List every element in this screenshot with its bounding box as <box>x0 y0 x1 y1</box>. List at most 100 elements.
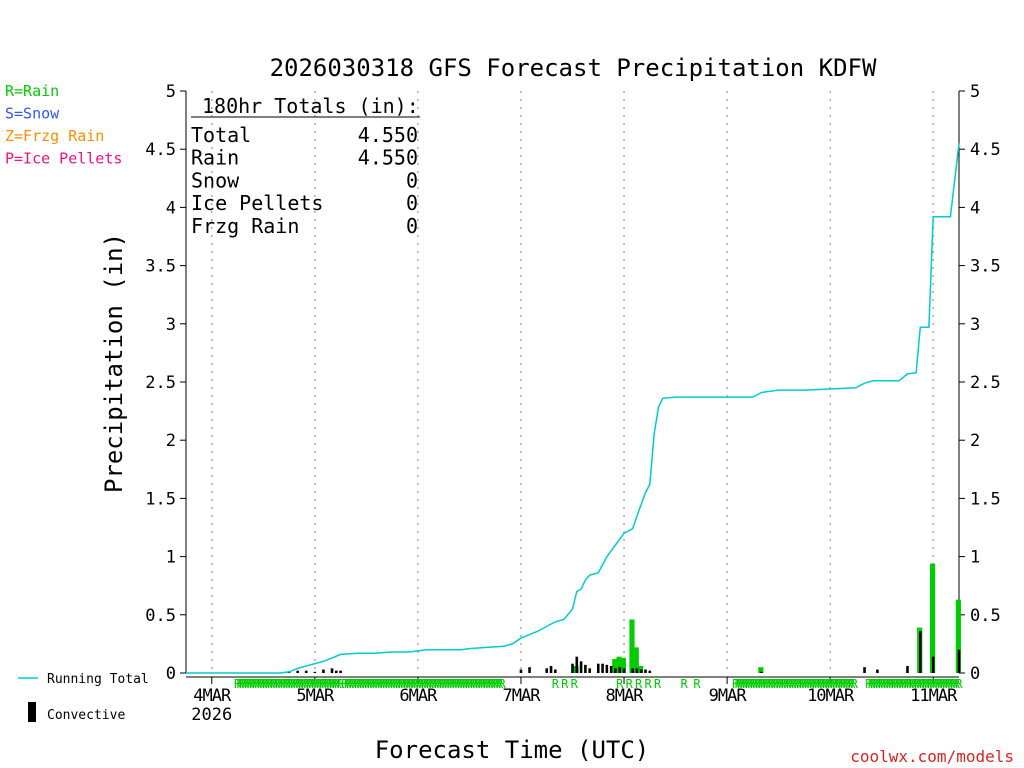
precip-type-mark: R <box>927 677 935 691</box>
precip-type-mark: R <box>280 677 288 691</box>
convective-bar <box>313 671 317 673</box>
precip-type-mark: R <box>255 677 263 691</box>
precip-type-legend: R=Rain S=Snow Z=Frzg Rain P=Ice Pellets <box>5 82 122 168</box>
precip-bars <box>287 563 961 673</box>
precip-type-mark: R <box>878 677 886 691</box>
totals-header: 180hr Totals (in): <box>202 94 419 118</box>
precip-type-mark: R <box>906 677 914 691</box>
precip-type-mark: R <box>278 677 286 691</box>
precip-type-mark: R <box>930 677 938 691</box>
convective-bar <box>639 669 643 673</box>
precip-type-mark: R <box>552 677 560 691</box>
precip-type-mark: R <box>644 677 652 691</box>
precip-type-mark: R <box>346 677 354 691</box>
precip-type-mark: R <box>447 677 455 691</box>
precip-type-mark: R <box>940 677 948 691</box>
legend-entry: Z=Frzg Rain <box>5 127 104 145</box>
convective-bar <box>906 666 909 673</box>
x-tick-label: 9MAR <box>709 686 748 706</box>
convective-bar <box>596 663 600 673</box>
precip-type-mark: R <box>249 677 257 691</box>
precip-type-mark: R <box>242 677 250 691</box>
precip-type-mark: R <box>942 677 950 691</box>
precip-type-mark: R <box>364 677 372 691</box>
precip-type-mark: R <box>865 677 873 691</box>
precip-type-mark: R <box>314 677 322 691</box>
rain-bar <box>612 659 618 673</box>
running-total-path <box>186 143 960 674</box>
precip-type-mark: R <box>789 677 797 691</box>
precip-type-mark: R <box>390 677 398 691</box>
precip-type-mark: R <box>298 677 306 691</box>
convective-bar <box>575 656 579 673</box>
precip-type-mark: R <box>919 677 927 691</box>
precip-type-mark: R <box>786 677 794 691</box>
precip-type-mark: R <box>498 677 506 691</box>
x-axis-label: Forecast Time (UTC) <box>375 736 650 764</box>
precip-type-mark: R <box>406 677 414 691</box>
precip-type-mark: R <box>413 677 421 691</box>
precip-type-mark: R <box>398 677 406 691</box>
precip-type-mark: R <box>288 677 296 691</box>
precip-type-mark: R <box>332 677 340 691</box>
convective-bar <box>631 668 634 673</box>
legend-entry: R=Rain <box>5 82 59 100</box>
precip-type-mark: R <box>626 677 634 691</box>
legend-entry: Running Total <box>47 672 149 687</box>
precip-type-mark: R <box>840 677 848 691</box>
precip-type-mark: R <box>357 677 365 691</box>
convective-bar <box>957 649 961 673</box>
rain-bar <box>616 656 622 673</box>
precip-type-mark: R <box>899 677 907 691</box>
precip-type-mark: R <box>480 677 488 691</box>
precip-type-mark: R <box>388 677 396 691</box>
precip-type-mark: R <box>267 677 275 691</box>
precip-type-mark: R <box>316 677 324 691</box>
precip-type-mark: R <box>260 677 268 691</box>
precip-type-mark: R <box>380 677 388 691</box>
precip-type-mark: R <box>444 677 452 691</box>
legend-swatch-bar <box>28 702 36 722</box>
precip-type-mark: R <box>750 677 758 691</box>
convective-bar <box>304 670 308 673</box>
legend-entry: Convective <box>47 708 125 723</box>
precip-type-mark: R <box>955 677 963 691</box>
precip-type-mark: R <box>845 677 853 691</box>
precip-type-mark: R <box>337 677 345 691</box>
precip-type-mark: R <box>293 677 301 691</box>
precip-type-mark: R <box>740 677 748 691</box>
y-tick-label-right: 2 <box>970 431 980 451</box>
y-tick-label-right: 2.5 <box>970 373 1001 393</box>
precip-type-mark: R <box>296 677 304 691</box>
totals-row-label: Frzg Rain <box>191 214 299 238</box>
y-tick-label-right: 1.5 <box>970 489 1001 509</box>
convective-bar <box>545 668 549 673</box>
convective-bar <box>549 666 553 673</box>
precip-type-mark: R <box>275 677 283 691</box>
precip-type-mark: R <box>830 677 838 691</box>
convective-bar <box>322 669 325 673</box>
precip-type-mark: R <box>881 677 889 691</box>
running-total-line <box>186 143 960 674</box>
precip-type-mark: R <box>475 677 483 691</box>
precip-type-mark: R <box>483 677 491 691</box>
y-tick-label-right: 0 <box>970 664 980 684</box>
precip-type-mark: R <box>496 677 504 691</box>
precip-type-mark: R <box>791 677 799 691</box>
convective-bar <box>648 670 652 673</box>
precip-type-mark: R <box>851 677 859 691</box>
convective-bar <box>579 661 583 673</box>
x-tick-label: 11MAR <box>910 686 958 706</box>
convective-bar <box>622 668 626 673</box>
precip-type-mark: R <box>344 677 352 691</box>
x-tick-label: 10MAR <box>807 686 855 706</box>
totals-row-label: Total <box>191 123 251 147</box>
precip-type-mark: R <box>904 677 912 691</box>
x-tick-sublabel: 2026 <box>191 705 232 725</box>
rain-bar <box>955 599 961 673</box>
precip-type-mark: R <box>362 677 370 691</box>
series-legend: Running Total Convective <box>18 672 149 723</box>
precip-type-mark: R <box>876 677 884 691</box>
precip-type-mark: R <box>745 677 753 691</box>
